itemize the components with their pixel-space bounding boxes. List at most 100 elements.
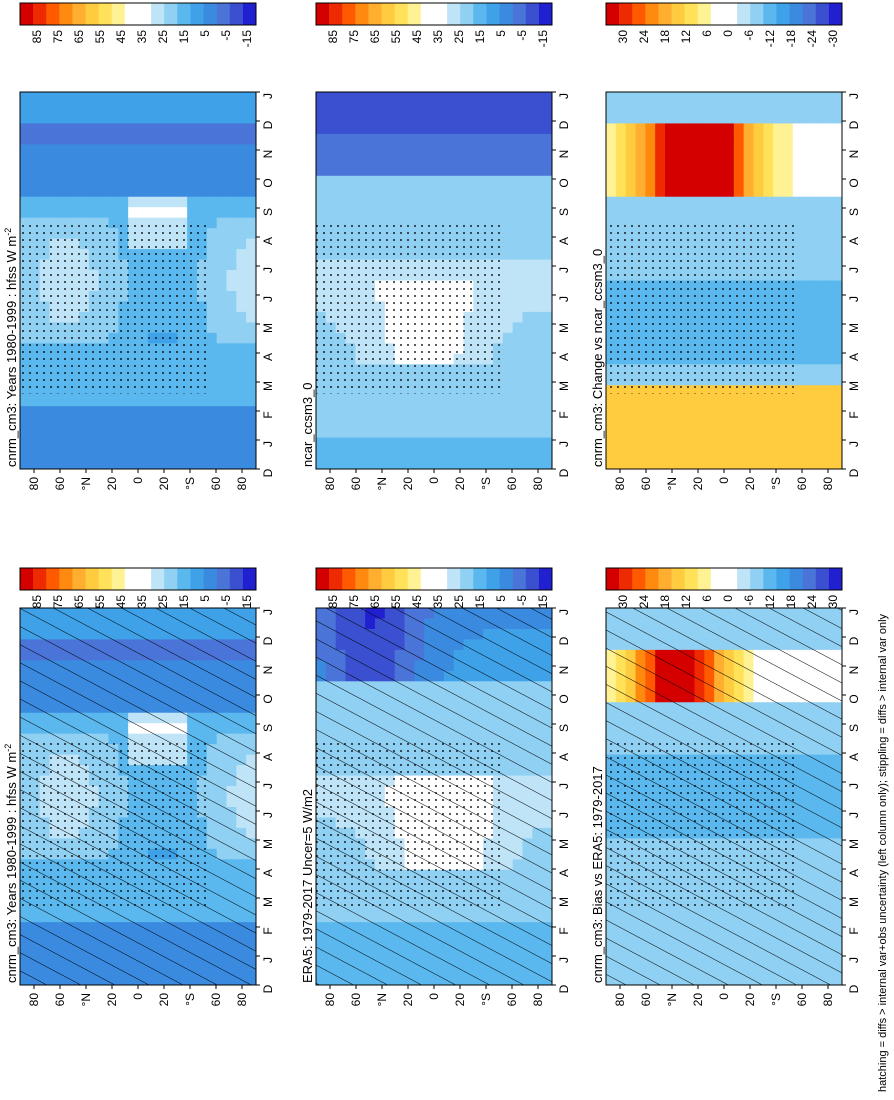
heatmap-cell xyxy=(88,207,100,219)
colorbar-swatch xyxy=(407,3,422,25)
heatmap-cell xyxy=(763,458,774,469)
heatmap-cell xyxy=(384,458,396,469)
heatmap-cell xyxy=(493,186,504,198)
heatmap-cell xyxy=(522,353,533,365)
heatmap-cell xyxy=(246,311,256,323)
heatmap-cell xyxy=(216,332,227,344)
heatmap-cell xyxy=(684,448,695,460)
colorbar-swatch xyxy=(316,568,330,590)
heatmap-cell xyxy=(79,458,90,469)
heatmap-cell xyxy=(522,437,533,449)
heatmap-cell xyxy=(822,92,833,103)
month-tick-label: M xyxy=(847,381,861,391)
heatmap-cell xyxy=(532,280,543,292)
heatmap-cell xyxy=(773,406,784,418)
heatmap-cell xyxy=(365,133,376,145)
heatmap-cell xyxy=(246,123,256,135)
heatmap-cell xyxy=(733,154,745,166)
heatmap-cell xyxy=(375,416,386,428)
heatmap-cell xyxy=(206,280,218,292)
panel-title: cnrm_cm3: Change vs ncar_ccsm3_0 xyxy=(590,249,605,467)
heatmap-cell xyxy=(236,133,247,145)
heatmap-cell xyxy=(365,154,376,166)
heatmap-cell xyxy=(753,437,764,449)
heatmap-cell xyxy=(197,406,208,418)
heatmap-cell xyxy=(138,406,149,418)
heatmap-cell xyxy=(414,437,425,449)
heatmap-cell xyxy=(29,416,41,428)
heatmap-cell xyxy=(20,207,31,219)
heatmap-cell xyxy=(532,259,543,271)
colorbar-tick-label: 24 xyxy=(637,30,651,44)
heatmap-cell xyxy=(606,458,617,469)
heatmap-cell xyxy=(473,196,484,208)
heatmap-cell xyxy=(434,165,445,177)
heatmap-cell xyxy=(763,437,774,449)
heatmap-cell xyxy=(226,311,237,323)
heatmap-cell xyxy=(512,416,523,428)
heatmap-cell xyxy=(236,102,247,114)
heatmap-cell xyxy=(714,207,725,219)
heatmap-cell xyxy=(187,458,198,469)
panel-title: cnrm_cm3: Years 1980-1999 : hfss W m-2 xyxy=(3,744,19,983)
heatmap-cell xyxy=(802,448,813,460)
heatmap-cell xyxy=(108,186,119,198)
heatmap-cell xyxy=(684,165,695,177)
heatmap-cell xyxy=(724,427,735,439)
heatmap-cell xyxy=(733,165,745,177)
heatmap-cell xyxy=(532,406,543,418)
heatmap-cell xyxy=(532,353,543,365)
heatmap-cell xyxy=(792,249,804,261)
colorbar-2: 30 24 18 12 6 0 -6 -12 -18 -24 -30 xyxy=(605,2,843,47)
heatmap-cell xyxy=(733,112,745,124)
heatmap-cell xyxy=(236,249,247,261)
heatmap-cell xyxy=(635,175,646,187)
heatmap-cell xyxy=(502,416,514,428)
colorbar-tick-label: 5 xyxy=(494,595,508,602)
heatmap-cell xyxy=(226,416,237,428)
heatmap-cell xyxy=(502,123,514,135)
heatmap-cell xyxy=(802,416,813,428)
heatmap-cell xyxy=(473,165,484,177)
heatmap-cell xyxy=(812,437,823,449)
heatmap-cell xyxy=(236,270,247,281)
heatmap-cell xyxy=(69,217,80,229)
heatmap-cell xyxy=(532,301,543,313)
heatmap-cell xyxy=(635,92,646,103)
heatmap-cell xyxy=(463,175,474,187)
heatmap-cell xyxy=(246,238,256,250)
heatmap-cell xyxy=(802,458,813,469)
heatmap-cell xyxy=(812,353,823,365)
colorbar-swatch xyxy=(802,568,817,590)
heatmap-cell xyxy=(832,228,842,240)
heatmap-cell xyxy=(645,427,656,439)
heatmap-cell xyxy=(29,154,41,166)
heatmap-cell xyxy=(645,123,656,135)
latitude-tick-label: 60 xyxy=(53,477,67,491)
heatmap-cell xyxy=(714,186,725,198)
latitude-tick-label: °S xyxy=(479,477,493,490)
heatmap-cell xyxy=(463,427,474,439)
heatmap-cell xyxy=(365,165,376,177)
heatmap-cell xyxy=(645,437,656,449)
heatmap-cell xyxy=(236,385,247,397)
heatmap-cell xyxy=(493,165,504,177)
heatmap-cell xyxy=(394,186,405,198)
colorbar-swatch xyxy=(407,568,422,590)
colorbar-swatch xyxy=(750,568,764,590)
colorbar-swatch xyxy=(473,568,487,590)
heatmap-cell xyxy=(802,217,813,229)
heatmap-cell xyxy=(822,416,833,428)
heatmap-cell xyxy=(216,196,227,208)
heatmap-cell xyxy=(147,102,159,114)
heatmap-cell xyxy=(512,102,523,114)
heatmap-cell xyxy=(615,123,627,135)
heatmap-cell xyxy=(792,270,804,281)
heatmap-cell xyxy=(394,395,405,407)
heatmap-cell xyxy=(98,112,109,124)
heatmap-cell xyxy=(79,102,90,114)
colorbar-swatch xyxy=(658,3,672,25)
month-tick-label: J xyxy=(557,441,571,447)
heatmap-cell xyxy=(434,395,445,407)
heatmap-cell xyxy=(453,207,464,219)
